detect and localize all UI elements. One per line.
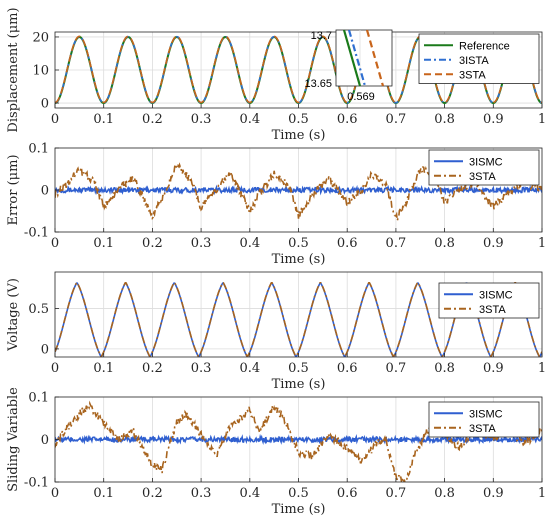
x-tick-label: 0.5 — [288, 112, 309, 127]
y-tick-label: 0 — [41, 184, 49, 199]
series-line-3sta — [55, 35, 542, 104]
legend-label: 3ISMC — [469, 156, 503, 168]
x-tick-label: 0.5 — [288, 361, 309, 376]
inset-box — [335, 29, 393, 87]
y-tick-label: -0.1 — [24, 476, 49, 491]
legend-label: 3STA — [479, 304, 506, 316]
y-tick-label: 20 — [32, 30, 49, 45]
y-tick-label: -0.1 — [24, 226, 49, 241]
x-tick-label: 0.3 — [191, 112, 212, 127]
x-axis-label: Time (s) — [272, 252, 326, 267]
x-tick-label: 0.4 — [239, 236, 260, 251]
series-line-3sta — [55, 161, 542, 221]
inset-xtick-label: 0.569 — [347, 91, 375, 103]
legend-label: 3ISTA — [459, 55, 489, 67]
x-tick-label: 0.6 — [337, 361, 358, 376]
inset-ytick-label: 13.65 — [304, 78, 332, 90]
x-tick-label: 0.7 — [386, 112, 407, 127]
y-tick-label: 0 — [41, 97, 49, 112]
x-tick-label: 0.7 — [386, 236, 407, 251]
legend-label: 3ISMC — [479, 289, 513, 301]
y-tick-label: 0 — [41, 342, 49, 357]
x-tick-label: 0.3 — [191, 236, 212, 251]
x-tick-label: 0.8 — [434, 236, 455, 251]
series-line-3sta — [55, 400, 542, 482]
inset-ytick-label: 13.7 — [311, 30, 332, 42]
y-tick-label: 0.1 — [28, 391, 49, 406]
y-tick-label: 0.1 — [28, 142, 49, 157]
x-tick-label: 0.9 — [483, 361, 504, 376]
x-tick-label: 0 — [51, 486, 59, 501]
y-axis-label: Error (μm) — [6, 154, 21, 225]
x-tick-label: 0.1 — [93, 486, 114, 501]
series-line-3ismc — [55, 184, 542, 196]
legend: 3ISMC 3STA — [438, 282, 540, 319]
y-tick-label: 0 — [41, 433, 49, 448]
y-tick-label: 10 — [32, 64, 49, 79]
y-axis-label: Sliding Variable — [6, 387, 21, 492]
x-tick-label: 0.5 — [288, 236, 309, 251]
x-tick-label: 0.2 — [142, 486, 163, 501]
x-tick-label: 0.6 — [337, 486, 358, 501]
x-tick-label: 0.1 — [93, 361, 114, 376]
x-tick-label: 0.2 — [142, 112, 163, 127]
x-tick-label: 0.8 — [434, 361, 455, 376]
legend-box — [428, 401, 540, 438]
x-tick-label: 0.7 — [386, 361, 407, 376]
legend: 3ISMC 3STA — [428, 401, 540, 438]
x-tick-label: 0.4 — [239, 486, 260, 501]
x-tick-label: 0.9 — [483, 486, 504, 501]
x-axis-label: Time (s) — [272, 502, 326, 517]
x-tick-label: 0.3 — [191, 361, 212, 376]
legend-box — [438, 282, 540, 319]
x-tick-label: 1 — [538, 236, 546, 251]
x-tick-label: 0.1 — [93, 236, 114, 251]
subplot-4: 0 0.1 0.2 0.3 0.4 0.5 0.6 0.7 0.8 0.9 1-0.100.1Tim… — [6, 387, 546, 517]
legend: 3ISMC 3STA — [428, 149, 540, 186]
series-line-3ismc — [55, 433, 542, 446]
legend-label: 3STA — [469, 171, 496, 183]
x-tick-label: 0.7 — [386, 486, 407, 501]
y-axis-label: Voltage (V) — [6, 278, 21, 352]
x-tick-label: 0.2 — [142, 361, 163, 376]
x-tick-label: 0.6 — [337, 112, 358, 127]
x-axis-label: Time (s) — [272, 128, 326, 143]
zoom-inset: 13.7 13.65 0.569 — [304, 29, 393, 103]
legend: Reference 3ISTA 3STA — [418, 33, 540, 84]
x-tick-label: 0.3 — [191, 486, 212, 501]
series-line-3sta — [55, 281, 542, 357]
x-tick-label: 0.9 — [483, 236, 504, 251]
x-tick-label: 0.5 — [288, 486, 309, 501]
legend-label: 3STA — [459, 69, 486, 81]
x-tick-label: 1 — [538, 361, 546, 376]
x-tick-label: 0.6 — [337, 236, 358, 251]
x-tick-label: 1 — [538, 112, 546, 127]
legend-box — [428, 149, 540, 186]
y-tick-label: 0.5 — [28, 302, 49, 317]
legend-label: Reference — [459, 40, 510, 52]
x-tick-label: 0.8 — [434, 486, 455, 501]
x-tick-label: 0.9 — [483, 112, 504, 127]
x-axis-label: Time (s) — [272, 377, 326, 392]
x-tick-label: 0 — [51, 112, 59, 127]
inset-series-reference — [342, 29, 362, 87]
x-tick-label: 0.2 — [142, 236, 163, 251]
x-tick-label: 1 — [538, 486, 546, 501]
x-tick-label: 0.4 — [239, 361, 260, 376]
x-tick-label: 0 — [51, 236, 59, 251]
legend-label: 3ISMC — [469, 408, 503, 420]
inset-series-3ista — [347, 29, 367, 87]
inset-series-3sta — [365, 29, 385, 87]
x-tick-label: 0 — [51, 361, 59, 376]
legend-label: 3STA — [469, 423, 496, 435]
x-tick-label: 0.4 — [239, 112, 260, 127]
x-tick-label: 0.1 — [93, 112, 114, 127]
y-axis-label: Displacement (μm) — [6, 7, 21, 132]
subplot-2: 0 0.1 0.2 0.3 0.4 0.5 0.6 0.7 0.8 0.9 1-0.100.1Tim… — [6, 142, 546, 268]
x-tick-label: 0.8 — [434, 112, 455, 127]
